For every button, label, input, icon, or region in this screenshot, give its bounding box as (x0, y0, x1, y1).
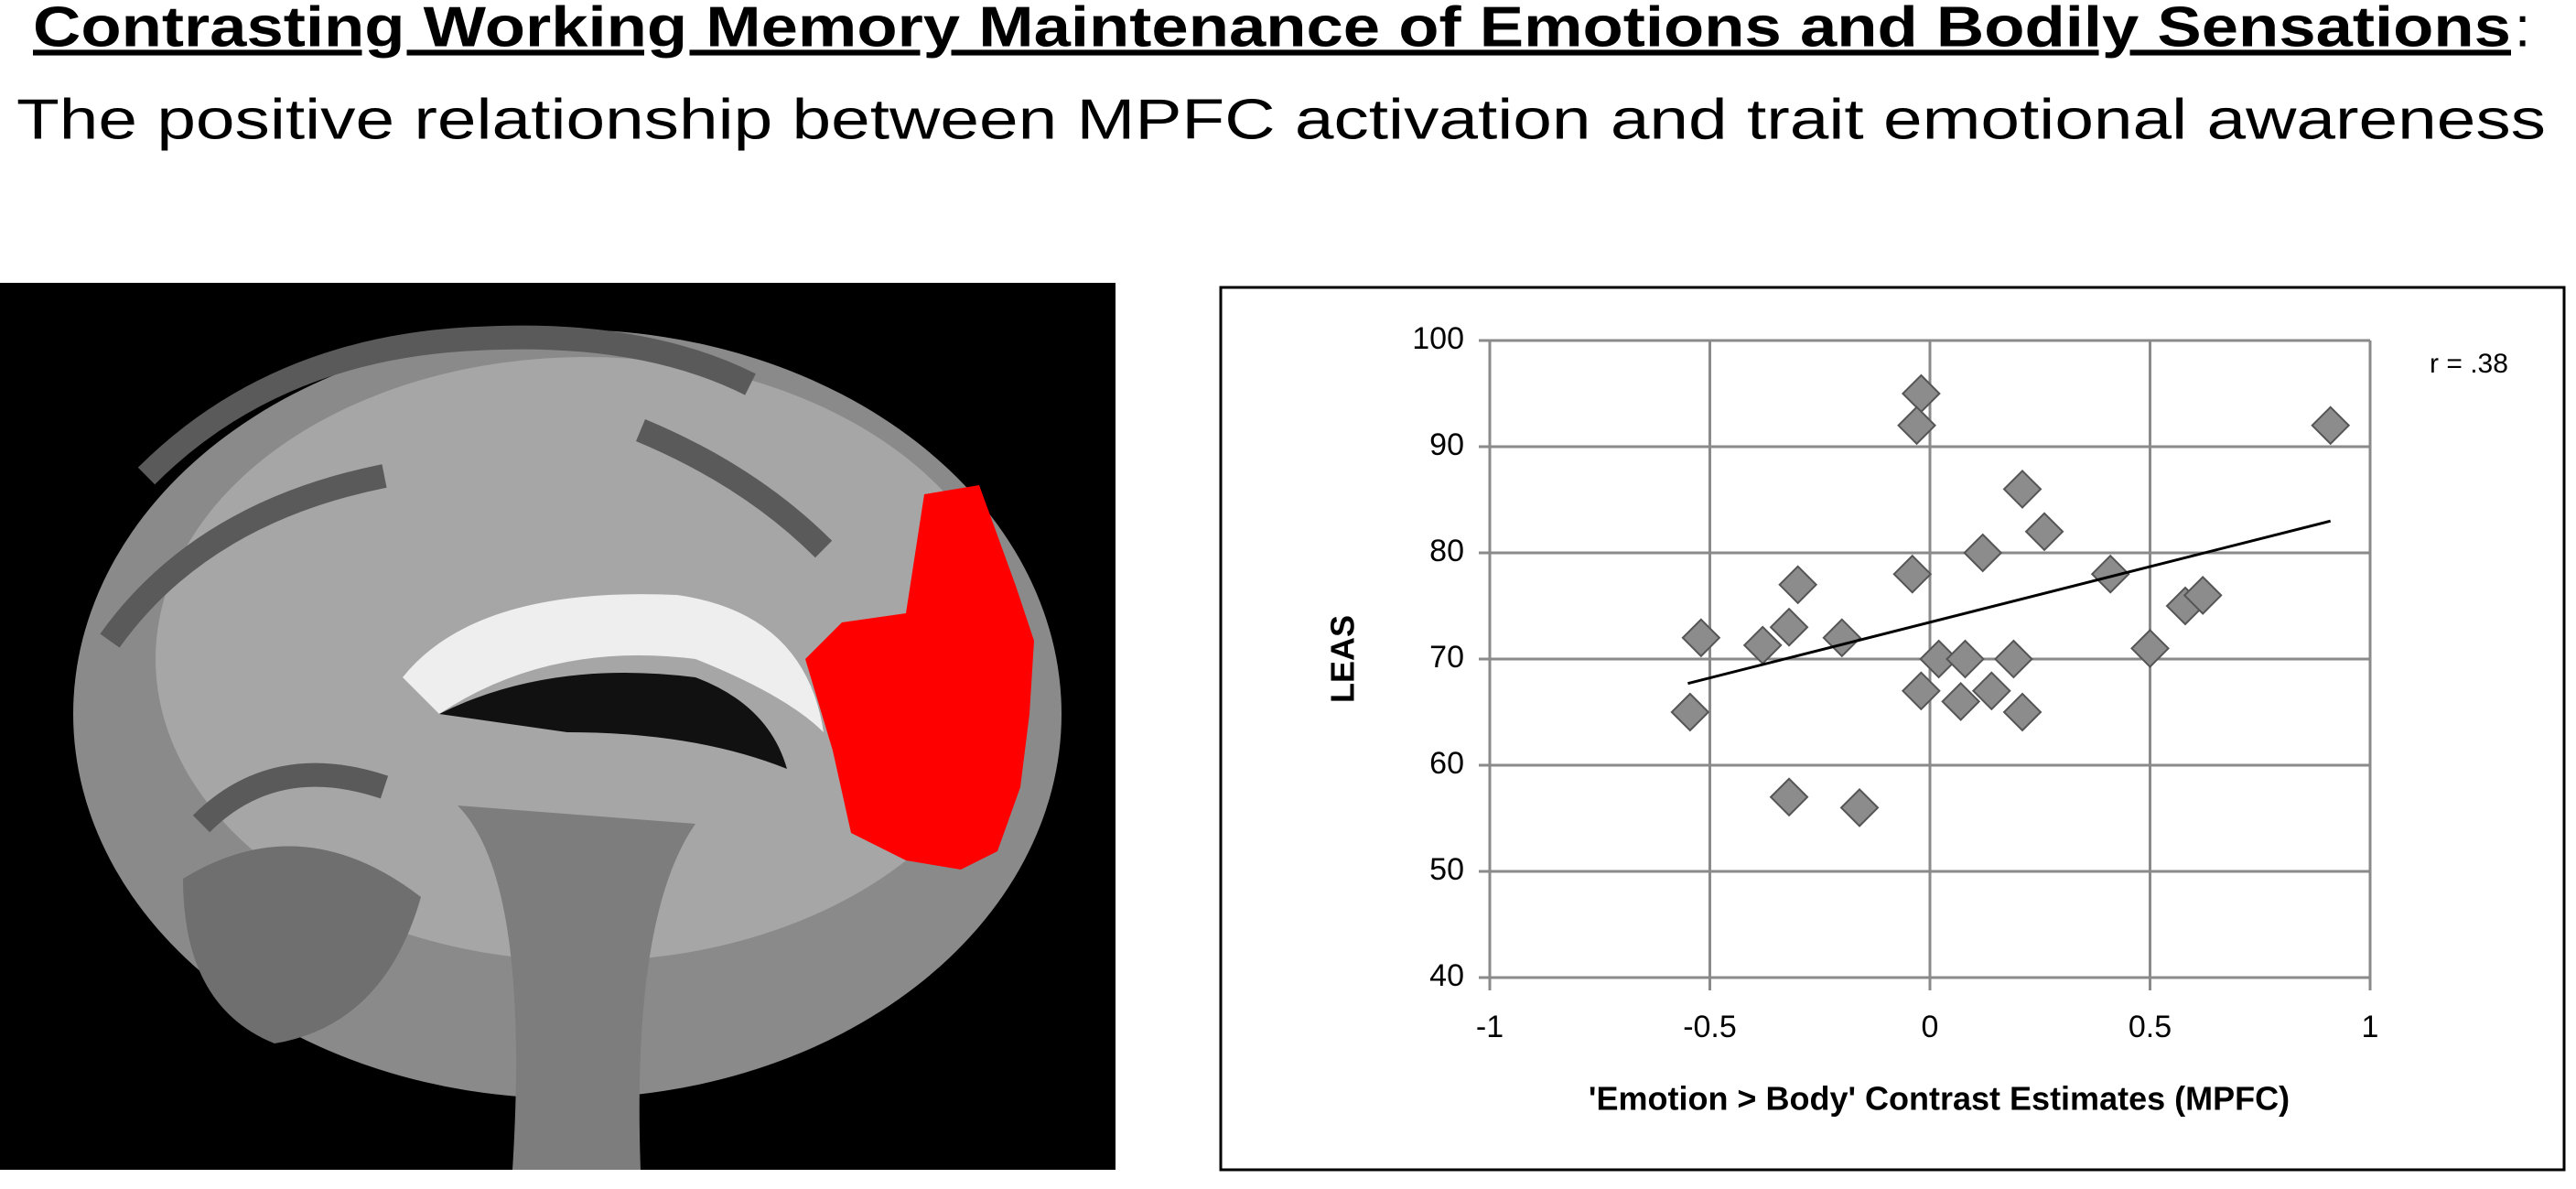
point (2002, 692, 2042, 732)
title: Contrasting Working Memory Maintenance o… (33, 0, 2511, 59)
title-colon: : (2515, 0, 2530, 59)
point (1897, 405, 1936, 446)
point (1993, 639, 2033, 679)
annotation: r = .38 (2430, 349, 2508, 379)
y-tick-label: 80 (1429, 534, 1464, 568)
point (1769, 777, 1809, 817)
y-axis-label: LEAS (1324, 615, 1362, 703)
point (1892, 554, 1933, 594)
point (1901, 671, 1941, 711)
brain-image (0, 283, 1116, 1170)
point (2024, 512, 2064, 552)
point (1919, 639, 1959, 679)
x-tick-label: -0.5 (1683, 1010, 1737, 1044)
point (2090, 554, 2130, 594)
point (1778, 565, 1818, 605)
point (1839, 787, 1880, 827)
x-tick-label: 0.5 (2129, 1010, 2172, 1044)
point (1963, 533, 2003, 573)
y-tick-label: 50 (1429, 852, 1464, 887)
point (2130, 628, 2170, 668)
y-tick-label: 90 (1429, 427, 1464, 462)
point (1681, 618, 1721, 658)
x-tick-label: -1 (1476, 1010, 1504, 1044)
y-tick-label: 100 (1412, 321, 1464, 356)
point (2183, 575, 2223, 615)
point (1769, 607, 1809, 647)
x-tick-label: 0 (1922, 1010, 1939, 1044)
subtitle: The positive relationship between MPFC a… (16, 88, 2546, 151)
trend-line (1687, 519, 2332, 686)
point (1941, 681, 1981, 721)
y-tick-label: 60 (1429, 746, 1464, 781)
y-tick-label: 70 (1429, 640, 1464, 675)
plot: 40 50 60 70 80 90 100 -1 -0.5 0 0.5 1 'Emotion > Bod… (1324, 321, 2508, 1118)
point (1945, 639, 1985, 679)
y-tick-label: 40 (1429, 958, 1464, 993)
point (2311, 405, 2351, 446)
x-tick-label: 1 (2362, 1010, 2379, 1044)
x-axis-label: 'Emotion > Body' Contrast Estimates (MPF… (1589, 1080, 2290, 1118)
point (2002, 469, 2042, 509)
point (1971, 671, 2011, 711)
point (1670, 692, 1710, 732)
